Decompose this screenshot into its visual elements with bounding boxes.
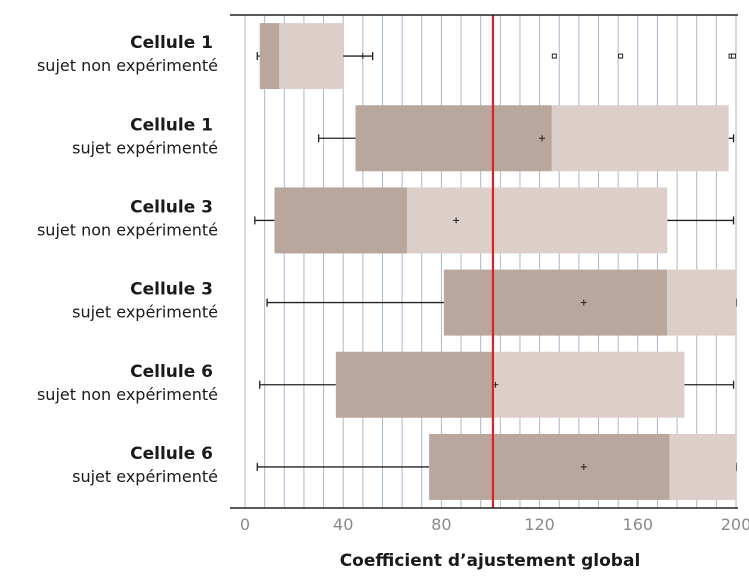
box-3 [254, 187, 735, 254]
box-upper [407, 187, 668, 254]
category-subtitle: sujet expérimenté [72, 303, 218, 322]
category-subtitle: sujet expérimenté [72, 467, 218, 486]
category-title: Cellule 1 [130, 33, 213, 53]
x-axis-title: Coefficient d’ajustement global [340, 551, 641, 571]
x-axis-ticks: 0 40 80 120 160 200 [240, 515, 749, 534]
x-tick-label: 0 [240, 515, 250, 534]
box-upper [669, 433, 736, 500]
category-title: Cellule 1 [130, 115, 213, 135]
box-lower [443, 269, 668, 336]
category-subtitle: sujet non expérimenté [37, 385, 218, 404]
x-tick-label: 120 [524, 515, 555, 534]
category-subtitle: sujet expérimenté [72, 138, 218, 157]
category-title: Cellule 6 [130, 362, 213, 382]
box-6 [256, 433, 737, 500]
box-4 [266, 269, 737, 336]
outlier-point [731, 53, 737, 59]
box-lower [429, 433, 670, 500]
box-upper [492, 351, 685, 418]
box-2 [317, 105, 735, 172]
outlier-point [618, 53, 624, 59]
x-tick-label: 160 [623, 515, 654, 534]
box-upper [279, 23, 344, 90]
box-5 [259, 351, 735, 418]
box-upper [667, 269, 736, 336]
category-subtitle: sujet non expérimenté [37, 56, 218, 75]
x-tick-label: 80 [431, 515, 451, 534]
outlier-point [551, 53, 557, 59]
box-series [254, 23, 737, 500]
category-title: Cellule 3 [130, 280, 213, 300]
x-tick-label: 40 [333, 515, 353, 534]
box-lower [335, 351, 493, 418]
category-subtitle: sujet non expérimenté [37, 220, 218, 239]
plot-frame [230, 14, 738, 509]
category-title: Cellule 3 [130, 197, 213, 217]
category-title: Cellule 6 [130, 444, 213, 464]
grid-lines [244, 15, 737, 508]
box-lower [259, 23, 280, 90]
box-1 [256, 23, 737, 90]
box-upper [551, 105, 729, 172]
category-labels: Cellule 1 sujet non expérimenté Cellule 1 s… [37, 33, 218, 486]
box-lower [355, 105, 552, 172]
box-lower [274, 187, 408, 254]
x-tick-label: 200 [721, 515, 749, 534]
